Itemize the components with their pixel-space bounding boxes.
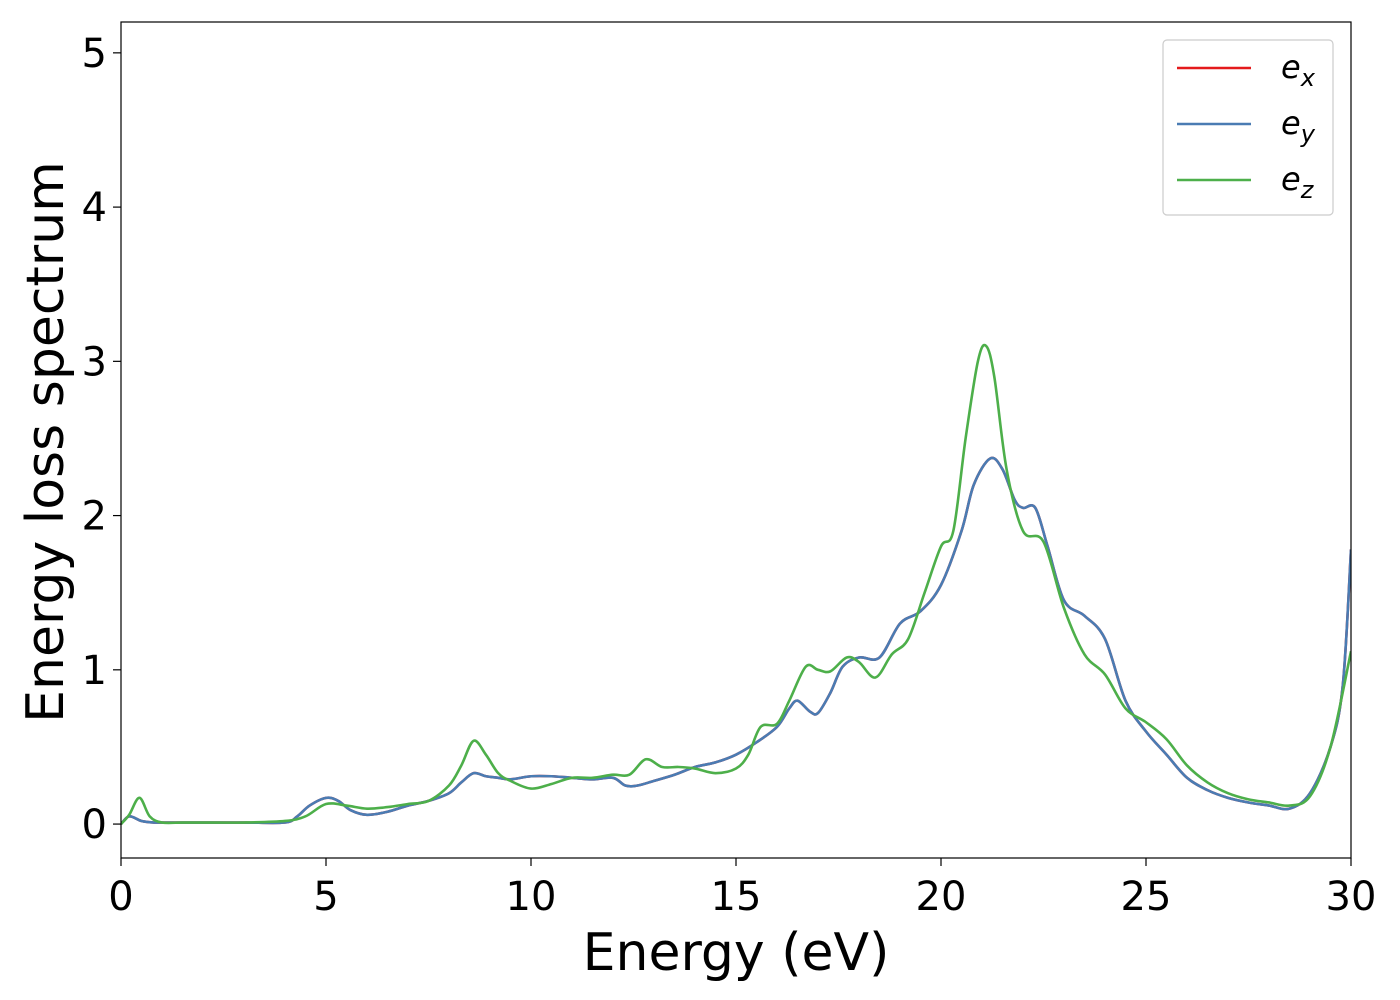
y-tick-label: 3: [82, 339, 107, 385]
x-tick-label: 25: [1121, 874, 1172, 920]
y-tick-label: 0: [82, 802, 107, 848]
legend: ex ey ez: [1162, 39, 1334, 216]
legend-label-z: ez: [1281, 160, 1315, 204]
series-lines: [121, 343, 1351, 826]
x-axis-label: Energy (eV): [583, 923, 890, 983]
legend-frame: [1162, 39, 1334, 216]
legend-label-y: ey: [1281, 104, 1316, 148]
y-tick-label: 4: [82, 185, 107, 231]
y-tick-label: 5: [82, 31, 107, 77]
x-tick-label: 5: [313, 874, 338, 920]
series-line-z: [121, 343, 1351, 825]
x-tick-label: 0: [108, 874, 133, 920]
x-tick-label: 30: [1326, 874, 1377, 920]
x-tick-label: 15: [711, 874, 762, 920]
legend-label-x: ex: [1281, 48, 1316, 92]
y-tick-label: 1: [82, 648, 107, 694]
x-tick-label: 20: [916, 874, 967, 920]
y-axis-ticks: 0 1 2 3 4 5: [82, 31, 121, 848]
y-axis-label: Energy loss spectrum: [16, 161, 76, 723]
x-tick-label: 10: [506, 874, 557, 920]
x-axis-ticks: 0 5 10 15 20 25 30: [108, 858, 1376, 920]
y-tick-label: 2: [82, 494, 107, 540]
series-line-y: [121, 456, 1351, 826]
